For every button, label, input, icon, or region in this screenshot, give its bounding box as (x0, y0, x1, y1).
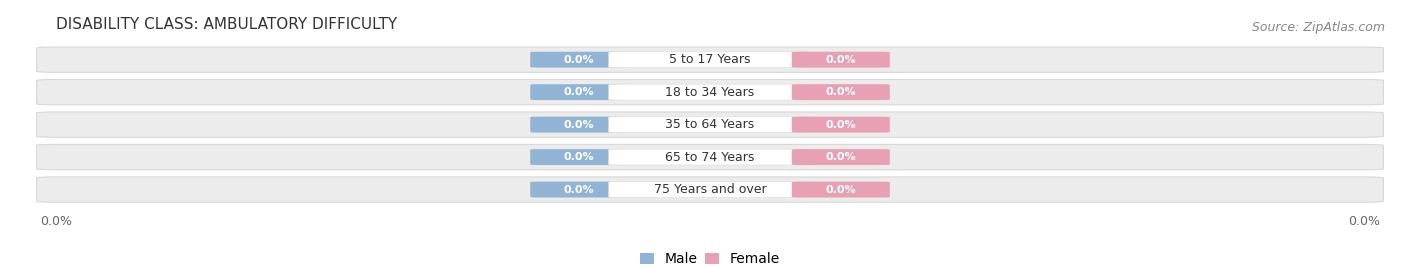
Text: 0.0%: 0.0% (564, 185, 595, 195)
Text: 18 to 34 Years: 18 to 34 Years (665, 86, 755, 99)
Legend: Male, Female: Male, Female (640, 252, 780, 266)
Text: 5 to 17 Years: 5 to 17 Years (669, 53, 751, 66)
FancyBboxPatch shape (609, 182, 811, 198)
FancyBboxPatch shape (530, 84, 628, 100)
FancyBboxPatch shape (609, 84, 811, 100)
Text: 0.0%: 0.0% (825, 185, 856, 195)
FancyBboxPatch shape (792, 117, 890, 133)
Text: 65 to 74 Years: 65 to 74 Years (665, 151, 755, 163)
FancyBboxPatch shape (37, 177, 1384, 202)
FancyBboxPatch shape (37, 47, 1384, 72)
FancyBboxPatch shape (37, 80, 1384, 105)
FancyBboxPatch shape (609, 149, 811, 165)
FancyBboxPatch shape (792, 149, 890, 165)
FancyBboxPatch shape (530, 182, 628, 198)
Text: 0.0%: 0.0% (564, 87, 595, 97)
FancyBboxPatch shape (792, 52, 890, 68)
Text: 0.0%: 0.0% (825, 55, 856, 65)
FancyBboxPatch shape (37, 112, 1384, 137)
FancyBboxPatch shape (530, 149, 628, 165)
FancyBboxPatch shape (792, 84, 890, 100)
Text: 75 Years and over: 75 Years and over (654, 183, 766, 196)
FancyBboxPatch shape (530, 117, 628, 133)
Text: 0.0%: 0.0% (564, 152, 595, 162)
FancyBboxPatch shape (609, 52, 811, 68)
Text: 35 to 64 Years: 35 to 64 Years (665, 118, 755, 131)
FancyBboxPatch shape (792, 182, 890, 198)
FancyBboxPatch shape (530, 52, 628, 68)
Text: 0.0%: 0.0% (564, 120, 595, 130)
FancyBboxPatch shape (609, 117, 811, 133)
Text: 0.0%: 0.0% (825, 120, 856, 130)
Text: 0.0%: 0.0% (825, 152, 856, 162)
FancyBboxPatch shape (37, 144, 1384, 170)
Text: DISABILITY CLASS: AMBULATORY DIFFICULTY: DISABILITY CLASS: AMBULATORY DIFFICULTY (56, 17, 398, 32)
Text: 0.0%: 0.0% (564, 55, 595, 65)
Text: 0.0%: 0.0% (825, 87, 856, 97)
Text: Source: ZipAtlas.com: Source: ZipAtlas.com (1251, 21, 1385, 35)
